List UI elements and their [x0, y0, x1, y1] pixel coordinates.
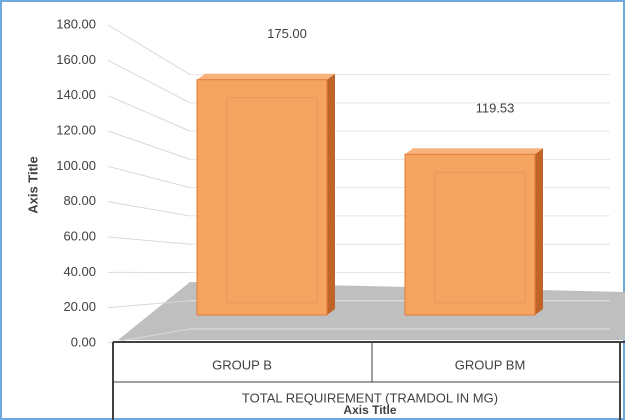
- y-tick-label: 100.00: [56, 158, 96, 173]
- grid-line: [107, 236, 191, 245]
- grid-line: [107, 201, 191, 217]
- x-tick-label: GROUP BM: [455, 357, 526, 372]
- x-group-label: TOTAL REQUIREMENT (TRAMDOL IN MG): [242, 390, 498, 405]
- value-label: 175.00: [267, 26, 307, 41]
- x-tick-label: GROUP B: [212, 357, 272, 372]
- floor: [118, 282, 625, 340]
- bars: [196, 73, 543, 316]
- y-tick-label: 60.00: [63, 228, 96, 243]
- grid-line: [107, 95, 191, 132]
- value-label: 119.53: [476, 101, 515, 116]
- grid-line: [107, 59, 191, 104]
- bar: [404, 153, 536, 316]
- grid-line: [107, 130, 191, 160]
- y-tick-label: 160.00: [56, 52, 96, 67]
- y-tick-label: 40.00: [63, 264, 96, 279]
- bar: [196, 79, 328, 316]
- bar-side: [327, 73, 335, 315]
- grid-line: [107, 300, 191, 309]
- bar-inner: [226, 97, 318, 304]
- bar-top: [197, 73, 335, 80]
- y-tick-label: 120.00: [56, 122, 96, 137]
- grid-line: [107, 24, 191, 76]
- bar-top: [405, 148, 543, 155]
- y-tick-label: 20.00: [63, 299, 96, 314]
- grid-line: [107, 165, 191, 189]
- bar-inner: [434, 171, 526, 304]
- y-tick-label: 140.00: [56, 87, 96, 102]
- y-tick-label: 0.00: [71, 334, 96, 349]
- grid-line: [107, 328, 191, 344]
- y-tick-label: 180.00: [56, 16, 96, 31]
- x-axis-title: Axis Title: [343, 403, 396, 417]
- y-axis-title: Axis Title: [25, 156, 40, 214]
- bar-side: [535, 148, 543, 315]
- y-tick-label: 80.00: [63, 193, 96, 208]
